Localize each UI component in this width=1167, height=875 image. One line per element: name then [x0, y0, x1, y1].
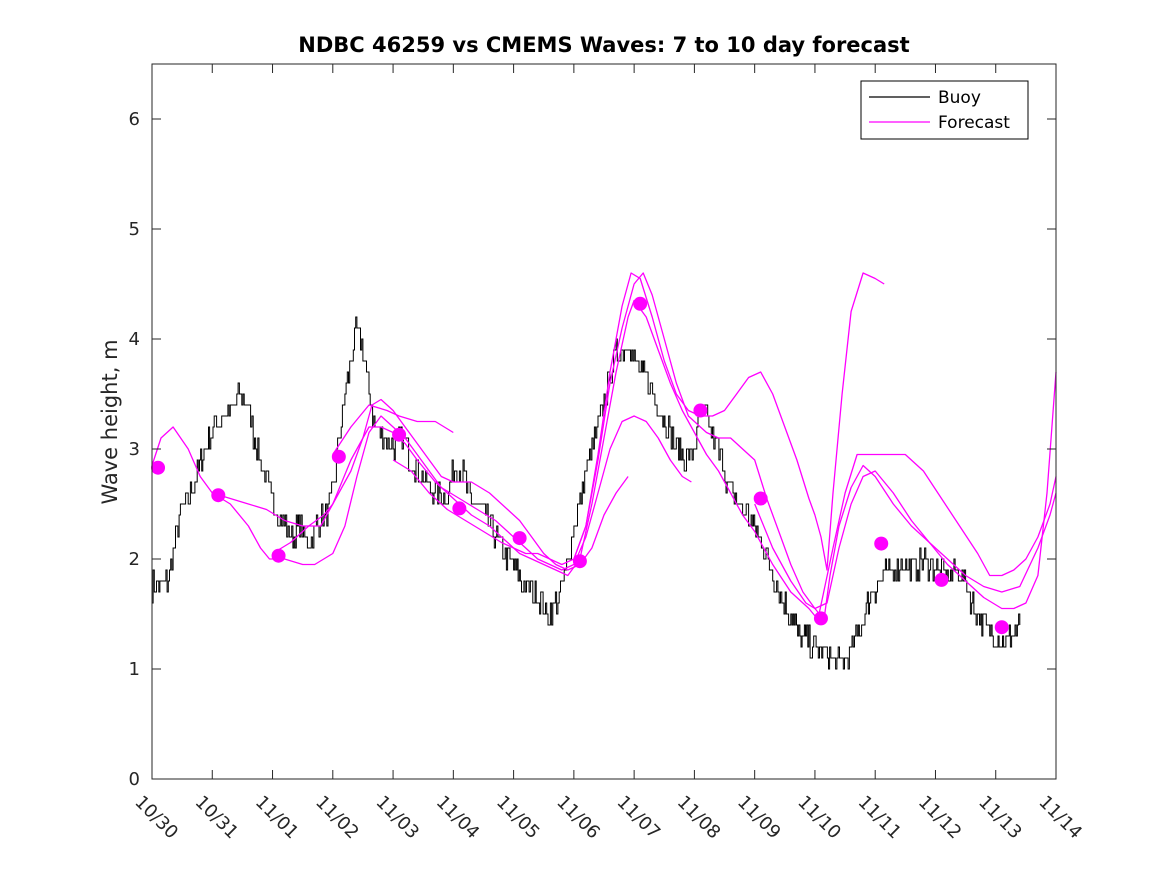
y-axis-label: Wave height, m — [98, 339, 122, 504]
forecast-marker — [331, 449, 346, 464]
y-tick-label: 4 — [129, 329, 140, 350]
forecast-marker — [633, 296, 648, 311]
forecast-marker — [693, 403, 708, 418]
forecast-marker — [392, 427, 407, 442]
forecast-marker — [452, 501, 467, 516]
forecast-marker — [934, 572, 949, 587]
legend-forecast-label: Forecast — [938, 113, 1010, 133]
forecast-marker — [512, 531, 527, 546]
series-forecast-4 — [332, 404, 454, 455]
series-forecast-7 — [754, 371, 1057, 610]
forecast-marker — [753, 491, 768, 506]
legend-buoy-label: Buoy — [938, 88, 981, 108]
forecast-marker — [813, 611, 828, 626]
series-forecast-3 — [272, 299, 1057, 621]
series-forecast-5 — [392, 272, 1057, 621]
legend: Buoy Forecast — [860, 80, 1029, 140]
forecast-marker — [151, 460, 166, 475]
y-tick-label: 0 — [129, 769, 140, 790]
legend-box — [860, 80, 1029, 140]
y-tick-label: 2 — [129, 549, 140, 570]
chart-title: NDBC 46259 vs CMEMS Waves: 7 to 10 day f… — [298, 33, 909, 57]
plot-markers — [151, 296, 1009, 635]
series-forecast-1 — [151, 398, 629, 571]
y-tick-label: 3 — [129, 439, 140, 460]
y-tick-label: 6 — [129, 109, 140, 130]
series-forecast-6 — [573, 272, 885, 571]
forecast-marker — [271, 548, 286, 563]
y-tick-label: 1 — [129, 659, 140, 680]
series-forecast-2 — [211, 415, 692, 571]
forecast-marker — [572, 554, 587, 569]
plot-frame — [151, 63, 1057, 780]
y-tick-label: 5 — [129, 219, 140, 240]
forecast-marker — [211, 488, 226, 503]
series-buoy — [152, 316, 1021, 670]
forecast-marker — [874, 536, 889, 551]
forecast-marker — [994, 620, 1009, 635]
plot-lines — [151, 272, 1057, 670]
y-axis-ticks: 0 1 2 3 4 5 6 — [129, 109, 1056, 790]
